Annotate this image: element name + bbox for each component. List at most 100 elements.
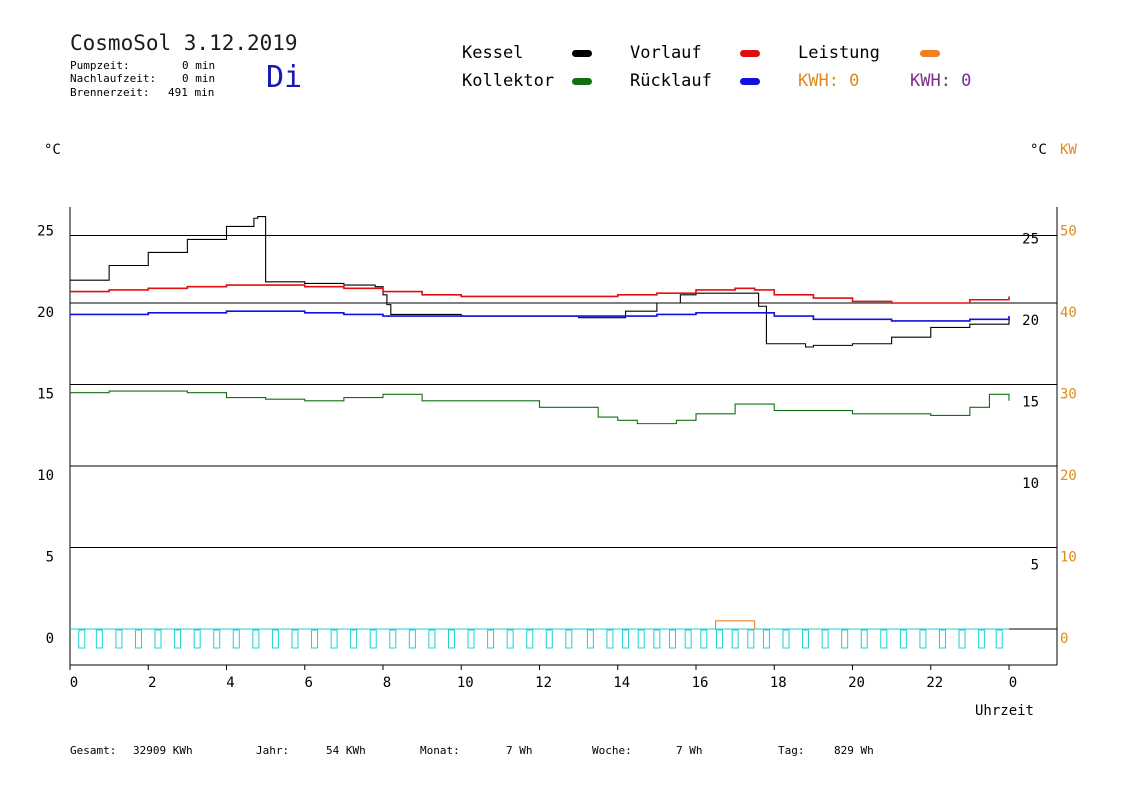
legend-kollektor-swatch (572, 78, 592, 85)
legend-ruecklauf-swatch (740, 78, 760, 85)
pump-mark (193, 629, 201, 649)
pump-mark (978, 629, 986, 649)
footer-gesamt-value: 32909 KWh (133, 744, 193, 757)
x-tick-label: 0 (1009, 675, 1017, 691)
pump-mark (995, 629, 1003, 649)
y-right-kw-tick-label: 30 (1060, 387, 1077, 403)
series-kessel (70, 216, 1010, 348)
pump-mark (447, 629, 455, 649)
series-kollektor (70, 390, 1010, 425)
pump-mark (684, 629, 692, 649)
pump-mark (565, 629, 573, 649)
pump-mark (467, 629, 475, 649)
pump-mark (880, 629, 888, 649)
y-right-kw-tick-label: 20 (1060, 468, 1077, 484)
pump-mark (271, 629, 279, 649)
pump-mark (622, 629, 630, 649)
pump-mark (841, 629, 849, 649)
legend-vorlauf-swatch (740, 50, 760, 57)
pump-mark (637, 629, 645, 649)
series-vorlauf (70, 284, 1010, 304)
y-right-tick-label: 5 (1031, 558, 1039, 574)
pump-mark (545, 629, 553, 649)
y-left-tick-label: 20 (37, 305, 54, 321)
footer-monat-value: 7 Wh (506, 744, 533, 757)
pump-mark (134, 629, 142, 649)
x-tick-label: 14 (613, 675, 630, 691)
pump-mark (95, 629, 103, 649)
pump-mark (747, 629, 755, 649)
pump-mark (389, 629, 397, 649)
footer-monat-label: Monat: (420, 744, 460, 757)
y-left-tick-label: 15 (37, 387, 54, 403)
series-lines (70, 216, 1010, 629)
series-ruecklauf (70, 310, 1010, 322)
legend-kwh-orange: KWH: 0 (798, 71, 860, 91)
tick-labels: 0 2 4 6 8 10 12 14 16 18 20 22 0 0 5 10 15 20 25 5 10 15 20 25 0… (37, 224, 1077, 692)
right-axis-kw-unit: KW (1060, 142, 1077, 158)
y-left-tick-label: 25 (37, 224, 54, 240)
legend-kessel-swatch (572, 50, 592, 57)
footer-tag-label: Tag: (778, 744, 805, 757)
x-tick-label: 8 (383, 675, 391, 691)
footer-gesamt-label: Gesamt: (70, 744, 117, 757)
page-title: CosmoSol 3.12.2019 (70, 31, 298, 55)
weekday-label: Di (266, 60, 303, 95)
grid-lines (70, 235, 1057, 630)
stat-label-brennerzeit: Brennerzeit: (70, 86, 150, 99)
pump-mark (700, 629, 708, 649)
footer-jahr-value: 54 KWh (326, 744, 366, 757)
pump-mark (821, 629, 829, 649)
y-left-tick-label: 0 (46, 631, 54, 647)
x-tick-label: 22 (926, 675, 943, 691)
series-leistung (715, 620, 756, 629)
footer-jahr-label: Jahr: (256, 744, 290, 757)
y-right-tick-label: 20 (1022, 313, 1039, 329)
pump-mark (154, 629, 162, 649)
x-tick-label: 10 (457, 675, 474, 691)
stat-value-pumpzeit: 0 min (182, 59, 216, 72)
pump-mark (232, 629, 240, 649)
footer-tag-value: 829 Wh (834, 744, 874, 757)
pump-mark (428, 629, 436, 649)
pump-mark (78, 629, 86, 649)
pump-mark (213, 629, 221, 649)
pump-mark (782, 629, 790, 649)
y-right-tick-label: 10 (1022, 476, 1039, 492)
x-tick-label: 6 (305, 675, 313, 691)
pump-mark (586, 629, 594, 649)
x-tick-label: 4 (226, 675, 234, 691)
pump-mark (174, 629, 182, 649)
x-tick-label: 16 (692, 675, 709, 691)
pump-mark (653, 629, 661, 649)
y-right-kw-tick-label: 50 (1060, 224, 1077, 240)
pump-mark (899, 629, 907, 649)
x-tick-label: 12 (535, 675, 552, 691)
legend-kessel-label: Kessel (462, 43, 524, 63)
pump-mark (506, 629, 514, 649)
pump-mark (731, 629, 739, 649)
pump-mark (252, 629, 260, 649)
x-tick-label: 18 (770, 675, 787, 691)
y-right-kw-tick-label: 10 (1060, 550, 1077, 566)
y-right-tick-label: 15 (1022, 395, 1039, 411)
axes (69, 207, 1058, 670)
left-axis-unit: °C (44, 142, 61, 158)
pump-mark (860, 629, 868, 649)
legend-ruecklauf-label: Rücklauf (630, 71, 712, 91)
pump-mark (802, 629, 810, 649)
stat-label-nachlaufzeit: Nachlaufzeit: (70, 72, 157, 85)
pump-mark (715, 629, 723, 649)
y-left-tick-label: 5 (46, 550, 54, 566)
pump-mark (291, 629, 299, 649)
legend-kwh-purple: KWH: 0 (910, 71, 972, 91)
y-right-tick-label: 25 (1022, 232, 1039, 248)
x-tick-label: 2 (148, 675, 156, 691)
pump-mark (369, 629, 377, 649)
pump-mark (762, 629, 770, 649)
y-right-kw-tick-label: 0 (1060, 631, 1068, 647)
pump-mark (938, 629, 946, 649)
legend-leistung-swatch (920, 50, 940, 57)
pump-mark (958, 629, 966, 649)
